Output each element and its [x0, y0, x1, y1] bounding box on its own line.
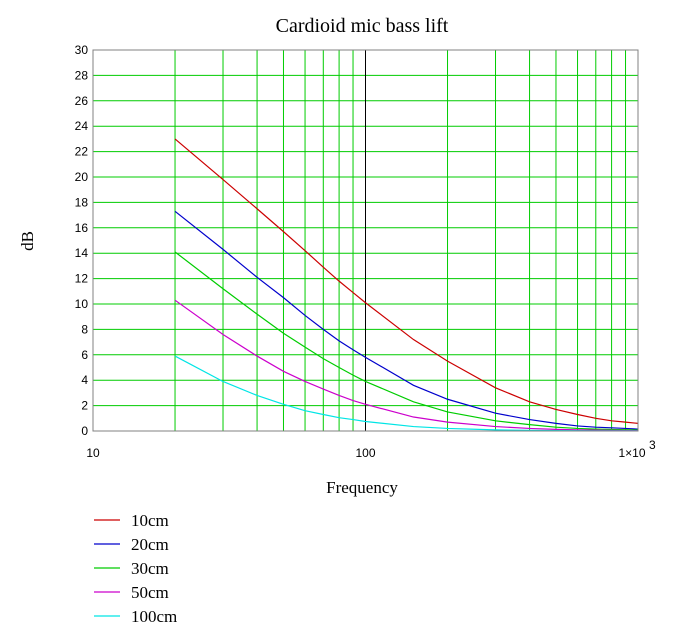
y-tick-label: 18 [75, 195, 89, 209]
legend-label: 100cm [131, 607, 177, 626]
y-tick-label: 20 [75, 170, 89, 184]
series-lines [174, 138, 639, 432]
x-tick-labels: 10 100 1×10 3 [86, 438, 656, 460]
legend-label: 30cm [131, 559, 169, 578]
legend: 10cm 20cm 30cm 50cm 100cm [94, 511, 177, 626]
series-line-10cm [174, 138, 639, 424]
x-tick-label: 100 [355, 446, 375, 460]
legend-label: 10cm [131, 511, 169, 530]
y-tick-label: 28 [75, 68, 89, 82]
y-tick-label: 10 [75, 297, 89, 311]
y-tick-label: 4 [81, 373, 88, 387]
series-line-30cm [174, 251, 639, 431]
x-tick-exponent: 3 [649, 438, 656, 452]
y-tick-label: 12 [75, 272, 89, 286]
y-tick-label: 2 [81, 399, 88, 413]
y-tick-label: 0 [81, 424, 88, 438]
series-line-20cm [174, 210, 639, 430]
y-tick-label: 14 [75, 246, 89, 260]
y-tick-label: 22 [75, 145, 89, 159]
plot-frame [92, 49, 639, 432]
y-tick-label: 26 [75, 94, 89, 108]
y-axis-label: dB [18, 231, 37, 251]
y-tick-label: 16 [75, 221, 89, 235]
legend-label: 20cm [131, 535, 169, 554]
y-tick-label: 24 [75, 119, 89, 133]
y-tick-label: 30 [75, 43, 89, 57]
chart-title: Cardioid mic bass lift [276, 15, 449, 37]
grid [92, 49, 638, 432]
x-tick-label: 10 [86, 446, 100, 460]
legend-label: 50cm [131, 583, 169, 602]
x-tick-label: 1×10 [618, 446, 645, 460]
series-line-100cm [174, 355, 638, 432]
y-tick-label: 8 [81, 322, 88, 336]
series-line-50cm [174, 299, 639, 432]
x-axis-label: Frequency [326, 478, 398, 497]
y-tick-label: 6 [81, 348, 88, 362]
